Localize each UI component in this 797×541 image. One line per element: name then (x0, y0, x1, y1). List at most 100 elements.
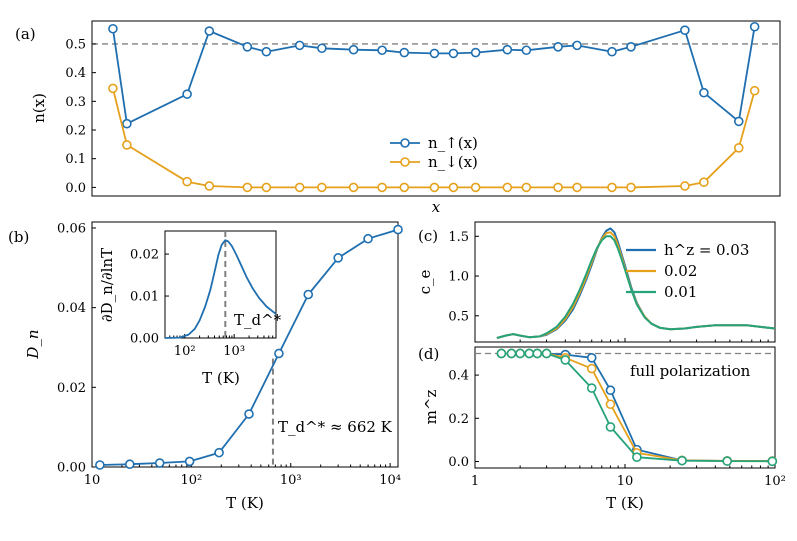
dn-point (363, 233, 373, 244)
n-down-point (122, 140, 132, 150)
mz-h001-point (605, 422, 616, 432)
x-tick-label: 10² (174, 344, 196, 359)
panel-b-ylabel: D_n (24, 329, 42, 359)
inset-xlabel: T (K) (202, 369, 240, 387)
mz-h001-point (560, 355, 571, 365)
legend-marker-n-down (400, 157, 410, 167)
n-up-point (470, 47, 481, 58)
panel-c: 0.5 1.0 1.5 c_e h^z = 0.03 0.02 0.01 (416, 221, 776, 343)
y-tick-label: 0.0 (65, 181, 86, 196)
panel-b: 0.00 0.02 0.04 0.06 10 10² 10³ 10⁴ T (K) D_n T_… (24, 221, 403, 512)
n-down-point (553, 182, 563, 193)
mz-h001-point (767, 456, 778, 467)
mz-h001-point (496, 348, 507, 359)
panel-a-series (108, 21, 760, 193)
n-down-point (348, 182, 359, 193)
x-tick-label: 10³ (223, 344, 245, 359)
dn-point (244, 409, 254, 419)
panel-c-ylabel: c_e (416, 269, 434, 294)
dn-point (154, 458, 165, 468)
panel-a-frame (91, 20, 781, 197)
y-tick-label: 0.5 (448, 309, 469, 324)
n-up-point (399, 47, 410, 58)
panel-d-ylabel: m^z (422, 390, 440, 425)
n-down-point (377, 182, 387, 193)
n-up-point (429, 48, 440, 59)
legend-label-n-up: n_↑(x) (428, 134, 478, 152)
panel-c-series (496, 227, 776, 339)
n-down-point (470, 182, 481, 193)
y-tick-label: 0.04 (57, 301, 86, 316)
n-down-point (521, 182, 532, 193)
y-tick-label: 1.5 (448, 230, 469, 245)
inset-ylabel: ∂D_n/∂lnT (98, 248, 116, 322)
legend-label-h001: 0.01 (664, 283, 697, 301)
n-up-point (749, 21, 760, 32)
y-tick-label: 0.06 (57, 221, 86, 236)
n-down-point (448, 182, 459, 193)
n-down-point (699, 177, 709, 188)
mz-h001-point (532, 348, 543, 359)
x-tick-label: 1 (471, 474, 479, 489)
n-down-point (108, 83, 118, 94)
panel-c-legend: h^z = 0.03 0.02 0.01 (626, 241, 749, 301)
panel-d-xlabel: T (K) (606, 494, 644, 512)
mz-h001-point (722, 456, 732, 466)
n-up-point (502, 44, 513, 55)
n-up-point (377, 45, 387, 56)
n-up-point (294, 40, 305, 51)
n-up-point (607, 46, 617, 57)
n-up-point (108, 23, 118, 34)
n-up-point (680, 25, 690, 35)
n-down-point (749, 85, 760, 96)
n-down-point (607, 182, 617, 193)
inset-td-label: T_d^* (234, 311, 282, 329)
y-tick-label: 0.1 (65, 152, 86, 167)
n-down-point (399, 182, 410, 193)
y-tick-label: 0.3 (65, 95, 86, 110)
x-tick-label: 10² (764, 474, 786, 489)
n-down-point (317, 182, 327, 193)
n-down-point (261, 182, 272, 193)
n-down-point (733, 143, 744, 153)
x-tick-label: 10 (84, 473, 101, 488)
mz-h001-point (541, 348, 552, 359)
legend-label-h003: 0.03 (716, 241, 749, 259)
y-tick-label: 0.5 (65, 37, 86, 52)
mz-h001-point (677, 455, 687, 466)
panel-d-series (496, 348, 778, 467)
mz-h001-point (586, 383, 597, 393)
legend-marker-n-up (400, 138, 410, 148)
panel-b-ticks: 0.00 0.02 0.04 0.06 10 10² 10³ 10⁴ (57, 221, 401, 488)
dn-point (95, 460, 105, 470)
y-tick-label: 1.0 (448, 270, 469, 285)
panel-a-legend: n_↑(x) n_↓(x) (390, 134, 478, 171)
mz-h001-point (632, 452, 642, 462)
mz-h003-point (605, 385, 616, 396)
y-tick-label: 0.00 (57, 461, 86, 476)
panel-c-ticks: 0.5 1.0 1.5 (448, 230, 776, 342)
y-tick-label: 0.2 (448, 412, 469, 427)
n-down-point (626, 182, 636, 193)
panel-b-series (95, 224, 403, 470)
ce-h001-line (496, 235, 776, 339)
n-up-point (348, 44, 359, 55)
dn-point (303, 289, 314, 300)
panel-b-frame (91, 221, 399, 468)
panel-label-a: (a) (15, 25, 36, 43)
n-up-point (521, 45, 532, 56)
legend-label-h002: 0.02 (664, 262, 697, 280)
n-down-point (429, 182, 440, 193)
n-up-point (733, 116, 744, 127)
n-down-point (294, 182, 305, 193)
x-tick-label: 10³ (280, 473, 302, 488)
inset-derivative-line (164, 239, 277, 339)
y-tick-label: 0.02 (57, 381, 86, 396)
n-up-point (317, 43, 327, 54)
inset-ticks: 0.00 0.01 0.02 10² 10³ (130, 248, 274, 359)
n-up-point (699, 87, 709, 98)
mz-h001-point (515, 348, 525, 359)
panel-d-full-polarization-label: full polarization (630, 362, 751, 380)
panel-b-xlabel: T (K) (226, 494, 264, 512)
